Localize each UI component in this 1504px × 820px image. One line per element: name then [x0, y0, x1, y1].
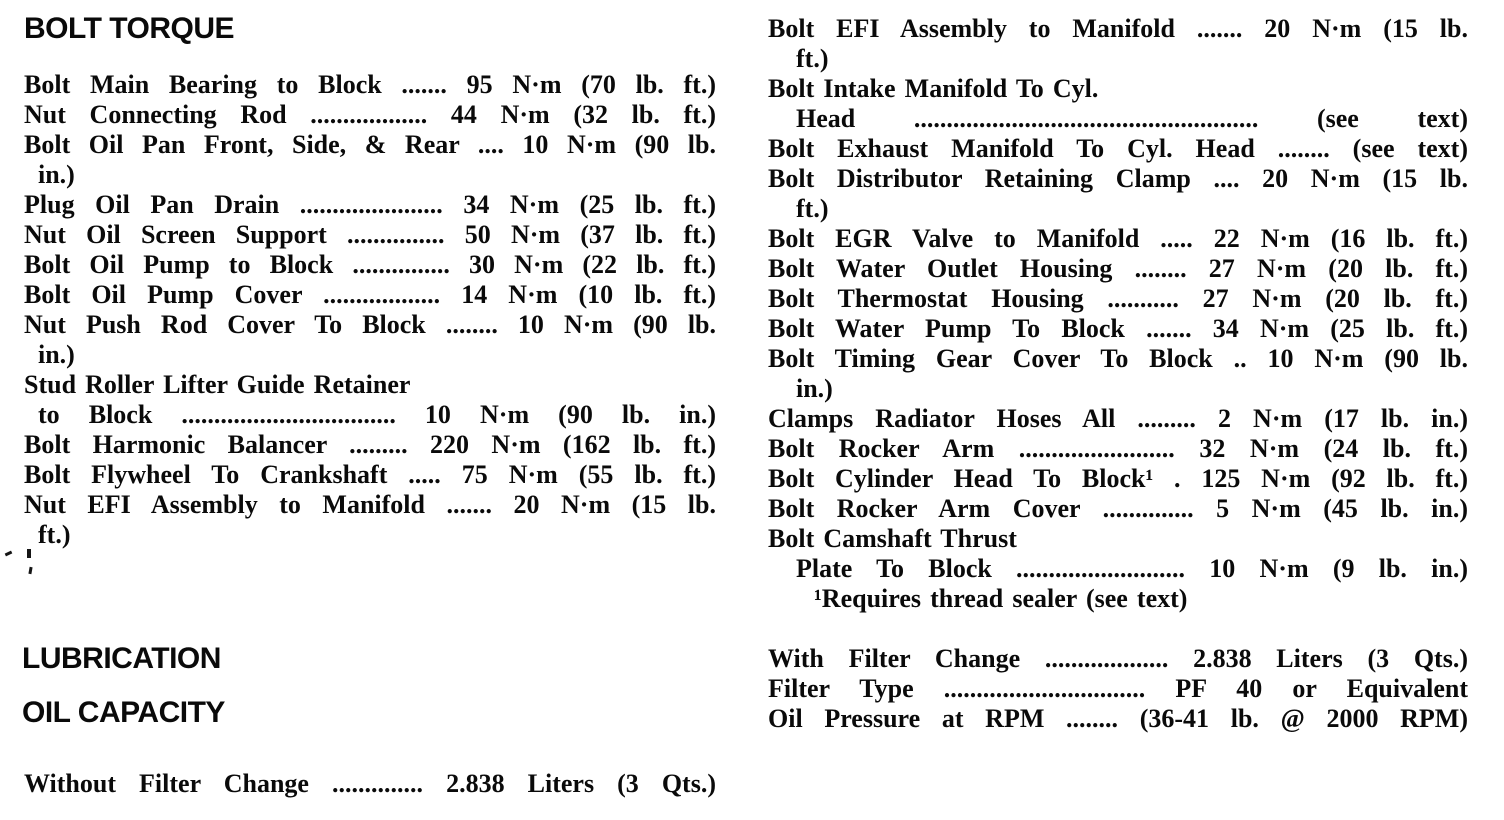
spec-line: Clamps Radiator Hoses All ......... 2 N·…: [768, 404, 1468, 433]
spec-line: Bolt Oil Pump to Block ............... 3…: [24, 250, 716, 279]
oil-capacity-list-left: Without Filter Change .............. 2.8…: [24, 769, 716, 799]
spec-continuation-line: Head ...................................…: [796, 104, 1468, 133]
spec-line: Bolt Intake Manifold To Cyl.: [768, 74, 1099, 103]
spec-continuation-line: to Block ...............................…: [38, 400, 716, 429]
spec-line: Bolt Water Pump To Block ....... 34 N·m …: [768, 314, 1468, 343]
oil-spec-line: Filter Type ............................…: [768, 674, 1468, 703]
spec-line: Bolt Oil Pan Front, Side, & Rear .... 10…: [24, 130, 716, 159]
spec-line: Bolt Exhaust Manifold To Cyl. Head .....…: [768, 134, 1468, 163]
spec-line: Bolt EGR Valve to Manifold ..... 22 N·m …: [768, 224, 1468, 253]
spec-line: Bolt Main Bearing to Block ....... 95 N·…: [24, 70, 716, 99]
spec-continuation-line: in.): [38, 340, 75, 369]
spec-continuation-line: Plate To Block .........................…: [796, 554, 1468, 583]
spec-continuation-line: in.): [796, 374, 833, 403]
spec-line: Nut Push Rod Cover To Block ........ 10 …: [24, 310, 716, 339]
spec-line: Bolt Thermostat Housing ........... 27 N…: [768, 284, 1468, 313]
ink-speckle: [4, 550, 13, 557]
ink-speckle: [28, 566, 33, 575]
spec-line: Plug Oil Pan Drain .....................…: [24, 190, 716, 219]
spec-line: Bolt Rocker Arm Cover .............. 5 N…: [768, 494, 1468, 523]
spec-line: Stud Roller Lifter Guide Retainer: [24, 370, 411, 399]
spec-line: Bolt Oil Pump Cover .................. 1…: [24, 280, 716, 309]
spec-line: Bolt Flywheel To Crankshaft ..... 75 N·m…: [24, 460, 716, 489]
spec-line: Bolt Timing Gear Cover To Block .. 10 N·…: [768, 344, 1468, 373]
spec-line: Bolt Distributor Retaining Clamp .... 20…: [768, 164, 1468, 193]
spec-line: Bolt Rocker Arm ........................…: [768, 434, 1468, 463]
bolt-torque-list-right: Bolt EFI Assembly to Manifold ....... 20…: [768, 14, 1468, 614]
spec-continuation-line: ft.): [796, 44, 829, 73]
bolt-torque-list-left: Bolt Main Bearing to Block ....... 95 N·…: [24, 70, 716, 550]
spec-line: Bolt Camshaft Thrust: [768, 524, 1017, 553]
spec-line: Nut EFI Assembly to Manifold ....... 20 …: [24, 490, 716, 519]
oil-spec-line: Without Filter Change .............. 2.8…: [24, 769, 716, 798]
spec-line: Nut Oil Screen Support ............... 5…: [24, 220, 716, 249]
spec-continuation-line: ft.): [796, 194, 829, 223]
heading-bolt-torque: BOLT TORQUE: [24, 12, 235, 45]
spec-line: Bolt Cylinder Head To Block¹ . 125 N·m (…: [768, 464, 1468, 493]
spec-continuation-line: in.): [38, 160, 75, 189]
spec-line: Bolt Water Outlet Housing ........ 27 N·…: [768, 254, 1468, 283]
spec-line: Nut Connecting Rod .................. 44…: [24, 100, 716, 129]
ink-speckle: [27, 549, 31, 558]
spec-line: Bolt Harmonic Balancer ......... 220 N·m…: [24, 430, 716, 459]
oil-capacity-list-right: With Filter Change ................... 2…: [768, 644, 1468, 734]
oil-spec-line: With Filter Change ................... 2…: [768, 644, 1468, 673]
footnote-line: ¹Requires thread sealer (see text): [814, 584, 1188, 613]
heading-oil-capacity: OIL CAPACITY: [22, 696, 225, 729]
heading-lubrication: LUBRICATION: [22, 642, 221, 675]
spec-continuation-line: ft.): [38, 520, 71, 549]
oil-spec-line: Oil Pressure at RPM ........ (36-41 lb. …: [768, 704, 1468, 733]
spec-line: Bolt EFI Assembly to Manifold ....... 20…: [768, 14, 1468, 43]
